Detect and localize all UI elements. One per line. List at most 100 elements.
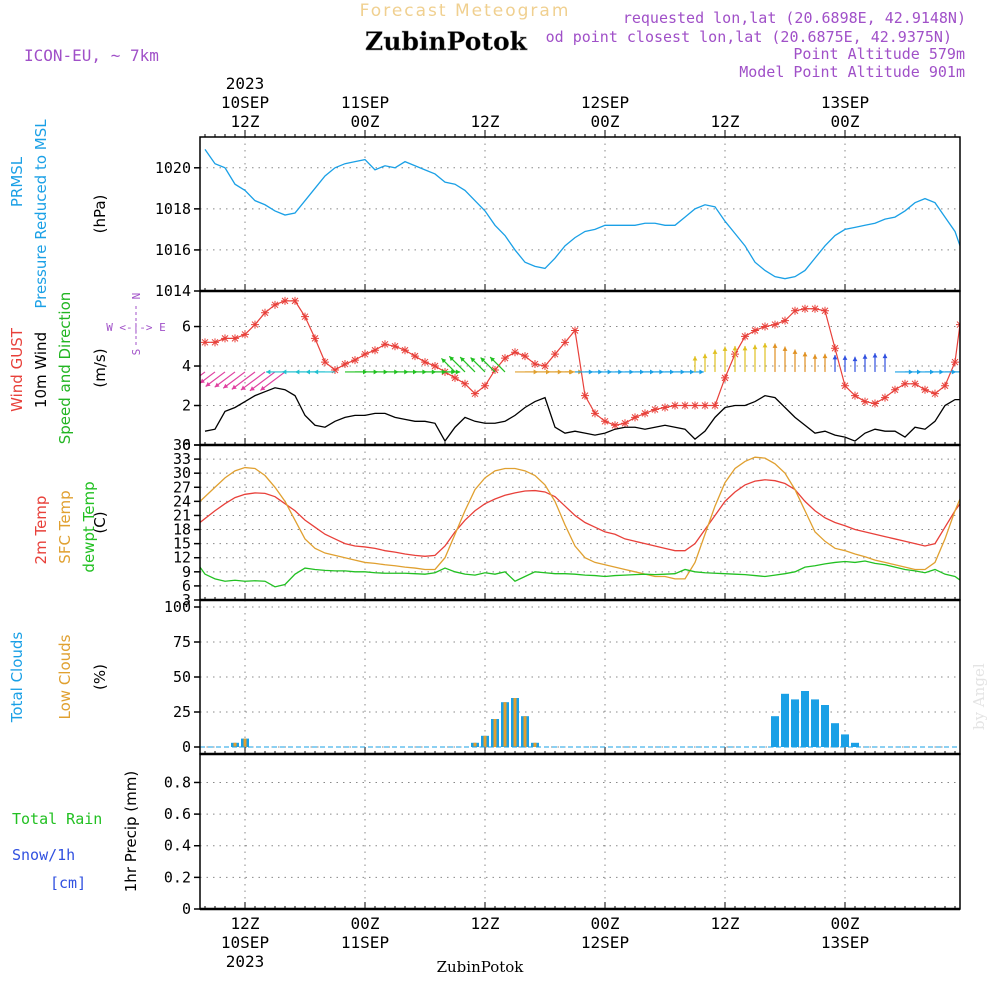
ytick-label: 30	[173, 464, 191, 482]
gust-point	[691, 401, 699, 410]
ytick-label: 24	[173, 492, 191, 510]
wind-arrow-head	[282, 369, 287, 375]
low-cloud-bar	[493, 719, 497, 747]
wind-arrow-head	[782, 346, 788, 351]
compass-n: N	[130, 293, 143, 300]
gust-point	[751, 326, 759, 335]
gust-point	[681, 401, 689, 410]
gust-point	[861, 397, 869, 406]
ytick-label: 1018	[155, 200, 191, 218]
top-time-label: 00Z	[831, 112, 860, 131]
gust-point	[651, 405, 659, 414]
wind-arrow-head	[490, 357, 495, 362]
gust-point	[611, 421, 619, 430]
watermark: by Angel	[970, 663, 988, 730]
ytick-label: 2	[182, 397, 191, 415]
gust-point	[841, 381, 849, 390]
panel-pressure: 1014 1016 1018 1020 (hPa)	[91, 137, 960, 300]
bottom-time-label: 12Z	[711, 914, 740, 933]
top-time-label: 00Z	[351, 112, 380, 131]
gust-point	[931, 389, 939, 398]
pressure-label: Pressure Reduced to MSL	[32, 119, 50, 309]
wind-arrow-head	[882, 353, 888, 359]
gust-point	[321, 358, 329, 367]
wind-arrow-head	[872, 353, 878, 358]
gust-point	[311, 334, 319, 343]
wind-arrow-head	[231, 384, 237, 390]
gust-point	[621, 419, 629, 428]
wind-arrow-head	[772, 343, 778, 348]
gust-label: Wind GUST	[8, 327, 26, 412]
gust-point	[281, 296, 289, 305]
snow-unit-label: [cm]	[50, 874, 86, 892]
wind-arrow-head	[313, 369, 319, 375]
bottom-time-label: 11SEP	[341, 933, 389, 952]
wind-arrow-head	[200, 378, 205, 384]
gust-point	[631, 413, 639, 422]
ytick-label: 0.6	[164, 805, 191, 823]
pressure-label: PRMSL	[8, 156, 26, 207]
gust-point	[461, 379, 469, 388]
panel-frame-clouds	[199, 599, 961, 755]
model-label: ICON-EU, ~ 7km	[24, 46, 159, 65]
gust-point	[241, 330, 249, 339]
gust-point	[341, 360, 349, 369]
gust-point	[771, 320, 779, 329]
bottom-time-label: 2023	[226, 952, 265, 971]
ytick-label: 0.8	[164, 773, 191, 791]
gust-point	[511, 348, 519, 357]
wind-arrow-head	[712, 349, 718, 354]
wind-arrow-head	[742, 345, 748, 351]
total-cloud-bar	[771, 716, 779, 747]
ytick-label: 0	[182, 900, 191, 918]
ytick-label: 3	[182, 591, 191, 609]
total-cloud-bar	[821, 705, 829, 747]
wind-arrow-head	[762, 342, 768, 348]
wind-arrow-head	[449, 356, 455, 362]
gust-point	[881, 393, 889, 402]
wind-arrow-head	[240, 385, 246, 391]
ytick-label: 100	[164, 598, 191, 616]
wind-arrow-head	[752, 344, 758, 350]
gust-point	[391, 342, 399, 351]
compass-s: S	[130, 349, 143, 356]
gust-point	[491, 365, 499, 374]
wind-arrow-head	[260, 385, 266, 391]
model-altitude: Model Point Altitude 901m	[739, 63, 965, 81]
wind-arrow-head	[223, 383, 229, 389]
wind-arrow-head	[460, 357, 465, 362]
wind-arrow	[259, 371, 286, 391]
wind-arrow-head	[967, 370, 971, 375]
gust-point	[831, 344, 839, 353]
top-time-label: 12SEP	[581, 93, 629, 112]
wind-arrow-head	[732, 345, 738, 351]
bottom-time-label: 12Z	[231, 914, 260, 933]
low-cloud-bar	[513, 698, 517, 747]
wind-arrow-head	[480, 357, 486, 363]
total-cloud-bar	[831, 723, 839, 747]
gust-point	[591, 409, 599, 418]
wind-arrow	[222, 371, 246, 389]
gust-point	[641, 409, 649, 418]
wind-direction-label: Speed and Direction	[56, 292, 74, 445]
gust-point	[251, 320, 259, 329]
low-cloud-bar	[243, 738, 247, 747]
gust-point	[671, 401, 679, 410]
gust-point	[581, 391, 589, 400]
gust-point	[741, 332, 749, 341]
ytick-label: 1020	[155, 159, 191, 177]
pressure-line	[204, 148, 960, 280]
gust-point	[361, 350, 369, 359]
wind-arrow-head	[295, 369, 300, 375]
wind10m-label: 10m Wind	[32, 332, 50, 408]
wind-arrow-head	[205, 381, 211, 387]
panel-wind: 0 2 4 6 (m/s)	[91, 291, 960, 454]
wind-arrow-head	[470, 357, 476, 363]
gust-point	[231, 334, 239, 343]
ytick-label: 6	[182, 577, 191, 595]
unit-label: (hPa)	[91, 195, 109, 234]
ytick-label: 12	[173, 549, 191, 567]
gust-point	[871, 399, 879, 408]
gust-point	[701, 401, 709, 410]
